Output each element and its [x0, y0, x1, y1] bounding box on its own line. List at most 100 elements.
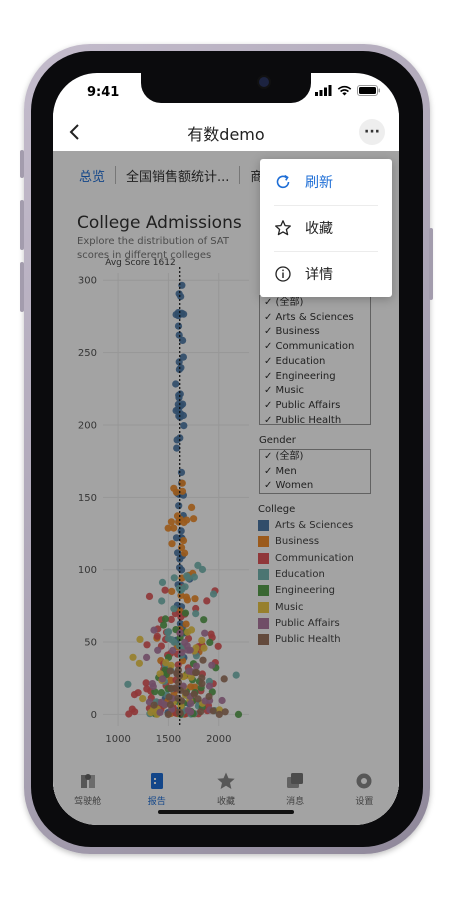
- data-point: [129, 653, 137, 661]
- gender-filter-option[interactable]: ✓ (全部): [264, 451, 304, 462]
- legend-entry[interactable]: Business: [258, 536, 319, 548]
- data-point: [187, 683, 195, 691]
- data-point: [203, 597, 211, 605]
- x-tick-label: 1500: [156, 734, 181, 745]
- menu-item-details[interactable]: 详情: [260, 251, 392, 297]
- tabbar-item-settings[interactable]: 设置: [334, 771, 394, 825]
- status-time: 9:41: [87, 85, 120, 100]
- data-point: [178, 479, 186, 487]
- data-point: [187, 626, 196, 634]
- data-point: [205, 682, 214, 690]
- tabbar-item-cockpit[interactable]: 驾驶舱: [58, 771, 118, 825]
- data-point: [153, 632, 161, 640]
- gender-filter-option[interactable]: ✓ Men: [264, 465, 297, 477]
- legend-swatch: [258, 634, 269, 646]
- legend-entry[interactable]: Arts & Sciences: [258, 520, 353, 531]
- data-point: [143, 641, 151, 649]
- data-point: [161, 701, 169, 709]
- menu-item-label: 收藏: [305, 221, 333, 237]
- data-point: [198, 565, 207, 574]
- gender-filter-list[interactable]: ✓ (全部) ✓ Men ✓ Women: [259, 449, 371, 494]
- tabbar-item-favorites[interactable]: 收藏: [196, 771, 256, 825]
- data-point: [198, 636, 206, 644]
- college-filter-option[interactable]: ✓ Business: [264, 326, 320, 338]
- data-point: [194, 561, 202, 569]
- data-point: [161, 615, 169, 623]
- tab-divider: [115, 166, 117, 184]
- data-point: [150, 701, 158, 709]
- data-point: [125, 710, 133, 718]
- data-point: [188, 503, 196, 511]
- data-point: [167, 676, 175, 684]
- data-point: [200, 616, 208, 624]
- volume-up-button: [20, 200, 24, 250]
- legend-label: Communication: [275, 552, 354, 564]
- legend-entry[interactable]: Education: [258, 568, 325, 580]
- college-filter-option[interactable]: ✓ Engineering: [264, 370, 336, 382]
- volume-down-button: [20, 262, 24, 312]
- gender-filter-option[interactable]: ✓ Women: [264, 480, 314, 492]
- college-filter-option[interactable]: ✓ Public Health: [264, 414, 342, 426]
- x-tick-label: 2000: [206, 734, 231, 745]
- college-filter-option[interactable]: ✓ (全部): [264, 297, 304, 308]
- tab-sales-stats[interactable]: 全国销售额统计...: [126, 169, 230, 185]
- data-point: [209, 590, 218, 598]
- tabbar-item-report[interactable]: 报告: [127, 771, 187, 825]
- data-point: [220, 675, 228, 683]
- legend-label: Education: [275, 568, 325, 580]
- tabbar-item-messages[interactable]: 消息: [265, 771, 325, 825]
- legend-label: Engineering: [275, 585, 335, 597]
- data-point: [192, 604, 200, 613]
- data-point: [218, 696, 226, 705]
- tabbar-label: 设置: [355, 797, 374, 807]
- college-filter-option[interactable]: ✓ Arts & Sciences: [264, 311, 354, 323]
- data-point: [181, 638, 189, 646]
- tab-divider: [239, 166, 241, 184]
- tab-overview[interactable]: 总览: [79, 169, 106, 185]
- info-icon: [275, 266, 291, 282]
- menu-item-refresh[interactable]: 刷新: [260, 159, 392, 205]
- cockpit-icon: [80, 774, 95, 788]
- data-point: [205, 692, 213, 701]
- menu-item-label: 详情: [305, 267, 333, 283]
- data-point: [180, 422, 188, 430]
- college-legend-title: College: [258, 504, 296, 515]
- college-filter-option[interactable]: ✓ Communication: [264, 341, 355, 353]
- data-point: [190, 690, 198, 698]
- data-point: [178, 649, 186, 657]
- y-tick-label: 150: [78, 493, 97, 504]
- data-point: [170, 524, 178, 532]
- college-filter-option[interactable]: ✓ Education: [264, 355, 326, 367]
- data-point: [179, 537, 188, 545]
- data-point: [184, 574, 192, 582]
- data-point: [164, 524, 172, 532]
- gender-filter-title: Gender: [259, 435, 296, 446]
- legend-entry[interactable]: Public Affairs: [258, 617, 340, 629]
- tabbar-label: 报告: [147, 797, 166, 807]
- data-point: [174, 661, 182, 669]
- data-point: [234, 710, 243, 718]
- data-point: [206, 638, 214, 646]
- settings-icon: [356, 773, 372, 789]
- college-filter-option[interactable]: ✓ Music: [264, 385, 305, 397]
- data-point: [221, 708, 229, 716]
- y-tick-label: 100: [78, 565, 97, 576]
- legend-entry[interactable]: Public Health: [258, 634, 341, 646]
- menu-item-label: 刷新: [305, 175, 333, 191]
- legend-entry[interactable]: Music: [258, 601, 303, 613]
- nav-bar: 有数demo ···: [53, 113, 399, 151]
- legend-entry[interactable]: Communication: [258, 552, 354, 564]
- back-arrow-icon[interactable]: [67, 122, 83, 142]
- tabbar-label: 收藏: [216, 797, 235, 807]
- menu-item-favorite[interactable]: 收藏: [260, 205, 392, 251]
- data-point: [169, 646, 177, 655]
- data-point: [183, 516, 191, 524]
- more-button[interactable]: ···: [359, 119, 385, 145]
- legend-entry[interactable]: Engineering: [258, 585, 335, 597]
- data-point: [164, 710, 172, 718]
- data-point: [154, 646, 162, 654]
- college-filter-option[interactable]: ✓ Public Affairs: [264, 399, 341, 411]
- college-filter-list[interactable]: ✓ (全部) ✓ Arts & Sciences ✓ Business ✓ Commu…: [259, 295, 371, 426]
- data-point: [172, 380, 180, 388]
- data-point: [192, 668, 201, 676]
